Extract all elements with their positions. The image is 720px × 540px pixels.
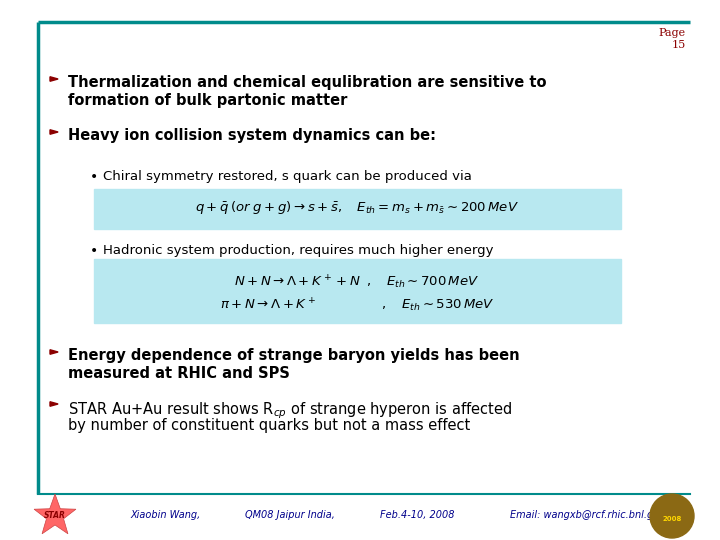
- Circle shape: [650, 494, 694, 538]
- Polygon shape: [50, 402, 58, 406]
- Text: Hadronic system production, requires much higher energy: Hadronic system production, requires muc…: [103, 244, 493, 257]
- Text: STAR: STAR: [44, 511, 66, 521]
- Text: Thermalization and chemical equlibration are sensitive to: Thermalization and chemical equlibration…: [68, 75, 546, 90]
- Text: Heavy ion collision system dynamics can be:: Heavy ion collision system dynamics can …: [68, 128, 436, 143]
- Text: 2008: 2008: [662, 516, 682, 522]
- Text: 15: 15: [672, 40, 686, 50]
- Text: $q + \bar{q}\,(or\;g + g) \rightarrow s + \bar{s},$$\quad E_{th} = m_s + m_{\bar: $q + \bar{q}\,(or\;g + g) \rightarrow s …: [195, 199, 519, 217]
- Text: $N + N \rightarrow \Lambda + K^+ + N\;\;,$$\quad E_{th} \sim 700\,MeV$: $N + N \rightarrow \Lambda + K^+ + N\;\;…: [234, 273, 480, 291]
- Text: formation of bulk partonic matter: formation of bulk partonic matter: [68, 93, 347, 108]
- Text: by number of constituent quarks but not a mass effect: by number of constituent quarks but not …: [68, 418, 470, 433]
- Text: Page: Page: [659, 28, 686, 38]
- Text: •: •: [90, 170, 98, 184]
- Text: •: •: [90, 244, 98, 258]
- Text: QM08 Jaipur India,: QM08 Jaipur India,: [245, 510, 335, 520]
- Polygon shape: [50, 77, 58, 81]
- Text: $\pi + N \rightarrow \Lambda + K^+$$\qquad\qquad\quad,\quad E_{th} \sim 530\,MeV: $\pi + N \rightarrow \Lambda + K^+$$\qqu…: [220, 296, 495, 314]
- Polygon shape: [34, 494, 76, 534]
- FancyBboxPatch shape: [94, 189, 621, 229]
- Text: Feb.4-10, 2008: Feb.4-10, 2008: [380, 510, 454, 520]
- Text: measured at RHIC and SPS: measured at RHIC and SPS: [68, 366, 290, 381]
- Text: Xiaobin Wang,: Xiaobin Wang,: [130, 510, 200, 520]
- Text: Email: wangxb@rcf.rhic.bnl.gov: Email: wangxb@rcf.rhic.bnl.gov: [510, 510, 665, 520]
- Polygon shape: [50, 130, 58, 134]
- Text: STAR Au+Au result shows R$_{cp}$ of strange hyperon is affected: STAR Au+Au result shows R$_{cp}$ of stra…: [68, 400, 512, 421]
- FancyBboxPatch shape: [94, 259, 621, 323]
- Text: Chiral symmetry restored, s quark can be produced via: Chiral symmetry restored, s quark can be…: [103, 170, 472, 183]
- Text: Energy dependence of strange baryon yields has been: Energy dependence of strange baryon yiel…: [68, 348, 520, 363]
- Polygon shape: [50, 350, 58, 354]
